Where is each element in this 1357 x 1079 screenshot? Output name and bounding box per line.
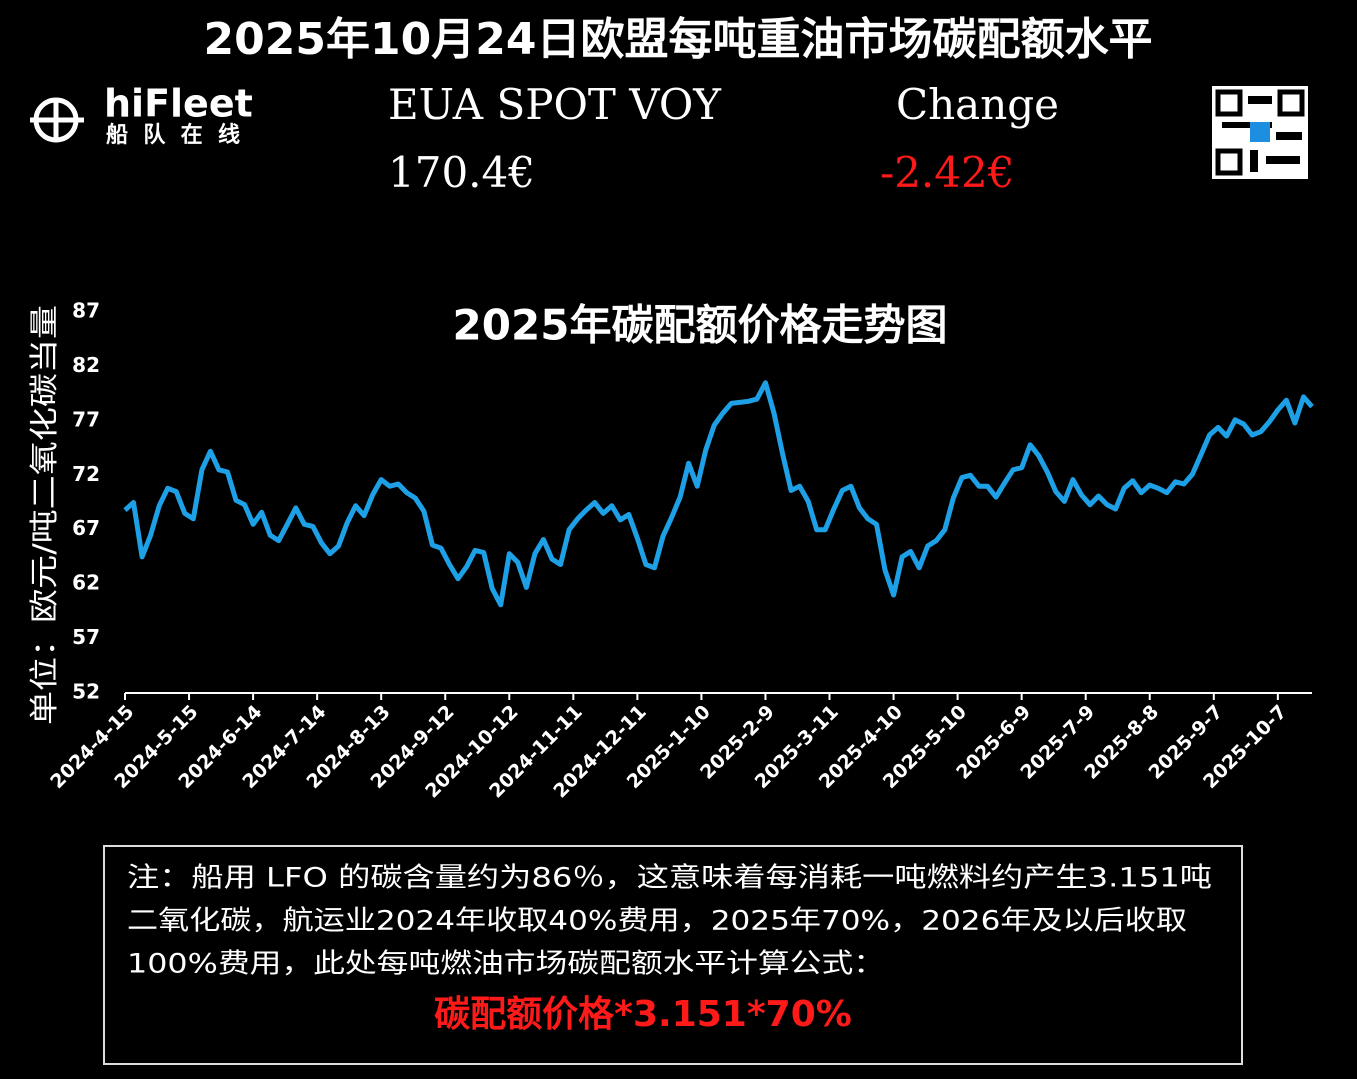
spot-value: 170.4€ <box>388 148 535 197</box>
qr-module <box>1266 156 1300 164</box>
qr-finder <box>1215 89 1243 117</box>
y-tick-label: 62 <box>72 571 100 595</box>
brand: hiFleet <box>104 82 253 126</box>
y-tick-label: 77 <box>72 407 100 431</box>
qr-finder <box>1277 89 1305 117</box>
formula: 碳配额价格*3.151*70% <box>434 994 852 1035</box>
page-title: 2025年10月24日欧盟每吨重油市场碳配额水平 <box>204 14 1153 65</box>
series-line <box>123 380 1314 608</box>
y-tick-label: 82 <box>72 353 100 377</box>
note-line: 100%费用，此处每吨燃油市场碳配额水平计算公式： <box>127 949 885 980</box>
note-line: 注：船用 LFO 的碳含量约为86％，这意味着每消耗一吨燃料约产生3.151吨 <box>127 863 1212 894</box>
change-value: -2.42€ <box>880 148 1014 197</box>
note-line: 二氧化碳，航运业2024年收取40%费用，2025年70%，2026年及以后收取 <box>127 906 1187 937</box>
qr-module <box>1248 96 1272 104</box>
change-label: Change <box>896 80 1059 129</box>
qr-finder <box>1215 148 1243 176</box>
qr-module <box>1276 132 1302 140</box>
qr-module <box>1222 122 1272 128</box>
qr-module <box>1250 150 1258 172</box>
spot-label: EUA SPOT VOY <box>388 80 722 129</box>
chart-title: 2025年碳配额价格走势图 <box>453 301 948 350</box>
qr-code <box>1212 86 1308 179</box>
y-tick-label: 57 <box>72 625 100 649</box>
y-axis-label: 单位：欧元/吨二氧化碳当量 <box>27 305 61 725</box>
y-tick-label: 87 <box>72 299 100 323</box>
logo <box>30 97 84 143</box>
y-tick-label: 52 <box>72 680 100 704</box>
y-tick-label: 72 <box>72 462 100 486</box>
note-box <box>103 845 1243 1065</box>
y-tick-label: 67 <box>72 516 100 540</box>
qr-center <box>1250 122 1270 142</box>
